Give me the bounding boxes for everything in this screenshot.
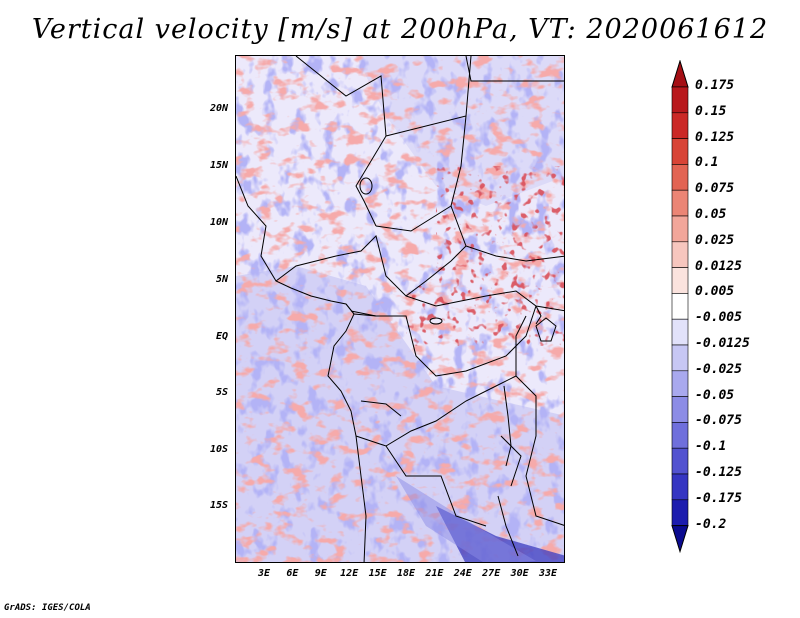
lon-tick-label: 27E — [482, 568, 501, 579]
colorbar-cell — [671, 499, 689, 526]
colorbar-label: 0.15 — [695, 103, 727, 119]
footer-credit: GrADS: IGES/COLA — [4, 603, 91, 613]
lat-tick-label: 15S — [209, 500, 228, 511]
colorbar-label: -0.2 — [695, 516, 727, 532]
lat-tick-label: 15N — [209, 160, 228, 171]
colorbar-label: -0.005 — [695, 310, 742, 326]
colorbar-cell — [671, 164, 689, 191]
colorbar-label: 0.075 — [695, 181, 735, 197]
colorbar-label: -0.1 — [695, 439, 727, 455]
colorbar-label: 0.175 — [695, 78, 735, 93]
colorbar-arrow-top — [671, 60, 689, 88]
lat-tick-label: 10S — [209, 444, 228, 455]
colorbar-cell — [671, 215, 689, 243]
colorbar-cell — [671, 293, 689, 320]
colorbar-cell — [671, 138, 689, 165]
lat-tick-label: 20N — [209, 103, 228, 114]
lon-tick-label: 18E — [396, 568, 416, 579]
chart-title: Vertical velocity [m/s] at 200hPa, VT: 2… — [31, 14, 769, 45]
colorbar-cell — [671, 241, 689, 268]
colorbar-cell — [671, 370, 689, 397]
lat-tick-label: 5N — [215, 274, 228, 285]
map-panel — [235, 55, 565, 563]
colorbar-label: -0.175 — [695, 490, 742, 506]
velocity-map — [236, 56, 564, 562]
colorbar-cell — [671, 86, 689, 114]
colorbar-arrow-bottom — [671, 525, 689, 554]
lat-tick-label: 10N — [209, 217, 228, 228]
colorbar-label: 0.05 — [695, 207, 727, 222]
colorbar-cell — [671, 112, 689, 139]
lat-tick-label: EQ — [215, 331, 228, 342]
colorbar-label: -0.075 — [695, 413, 742, 429]
colorbar-label: -0.05 — [695, 387, 735, 403]
lon-tick-label: 9E — [314, 568, 327, 579]
colorbar-label: 0.005 — [695, 284, 735, 300]
colorbar-label: 0.025 — [695, 232, 735, 248]
lon-tick-label: 6E — [286, 568, 299, 579]
lon-tick-label: 21E — [425, 568, 444, 579]
colorbar-cell — [671, 189, 689, 217]
colorbar-label: -0.125 — [695, 465, 742, 480]
colorbar-cell — [671, 318, 689, 346]
colorbar-label: 0.1 — [695, 155, 719, 171]
colorbar-label: -0.0125 — [695, 336, 750, 351]
colorbar-strip — [671, 60, 689, 554]
colorbar-cell — [671, 396, 689, 423]
lon-tick-label: 30E — [510, 568, 529, 579]
lat-tick-label: 5S — [215, 387, 228, 398]
lon-tick-label: 33E — [538, 568, 558, 579]
colorbar-label: 0.0125 — [695, 258, 742, 274]
colorbar-cell — [671, 447, 689, 475]
colorbar-label: -0.025 — [695, 361, 742, 377]
colorbar-cell — [671, 344, 689, 372]
lon-tick-label: 3E — [257, 568, 271, 579]
colorbar-cell — [671, 267, 689, 294]
lon-tick-label: 24E — [453, 568, 472, 579]
lon-tick-label: 12E — [340, 568, 359, 579]
colorbar-label: 0.125 — [695, 129, 735, 145]
colorbar-cell — [671, 422, 689, 449]
lon-tick-label: 15E — [368, 568, 387, 579]
colorbar-cell — [671, 473, 689, 501]
